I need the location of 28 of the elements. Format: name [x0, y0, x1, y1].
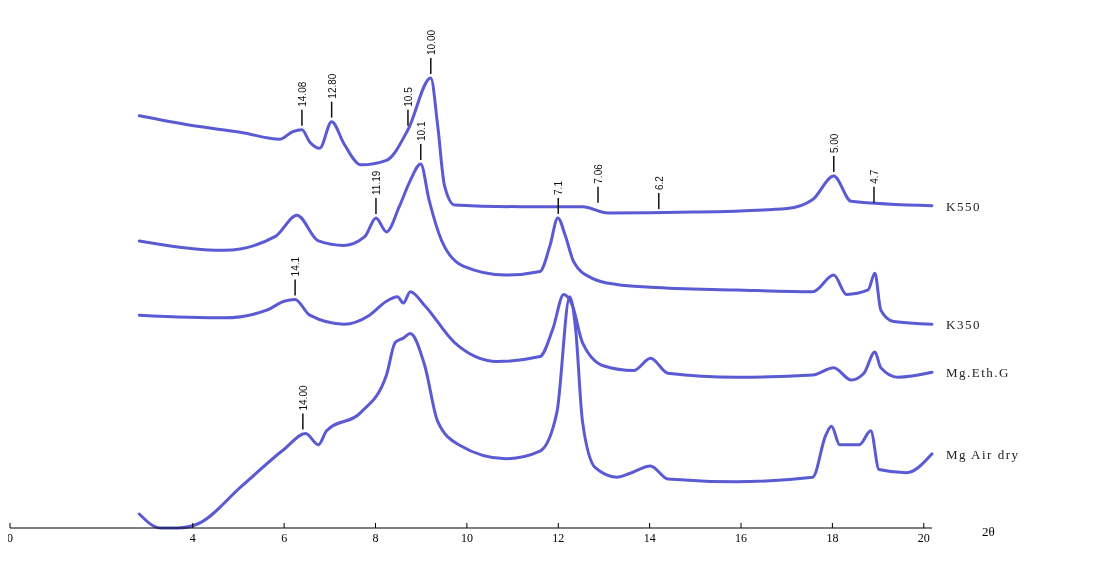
- annotation: 7.06: [593, 163, 605, 184]
- x-tick-label: 6: [281, 531, 288, 545]
- annotation: 10.1: [415, 121, 427, 141]
- x-tick-label: 20: [917, 531, 930, 545]
- x-tick-label: 4: [189, 531, 196, 545]
- x-tick-label: 0: [7, 531, 13, 545]
- x-axis-title: 2θ: [982, 524, 995, 539]
- x-tick-label: 16: [735, 531, 748, 545]
- annotation: 6.2: [653, 175, 665, 190]
- series-label: K550: [946, 198, 981, 214]
- annotation: 4.7: [868, 169, 880, 184]
- series-label: Mg.Eth.G: [946, 365, 1010, 381]
- annotation: 12.80: [326, 73, 338, 99]
- x-tick-label: 10: [460, 531, 473, 545]
- annotation: 10.5: [402, 86, 414, 107]
- annotation: 11.19: [370, 170, 382, 195]
- x-tick-label: 14: [643, 531, 656, 545]
- annotation: 14.08: [296, 81, 308, 107]
- x-tick-label: 8: [372, 531, 379, 545]
- annotation: 14.1: [290, 256, 302, 277]
- x-tick-label: 12: [552, 531, 565, 545]
- annotation: 14.00: [297, 385, 309, 411]
- series-label: Mg Air dry: [946, 446, 1020, 462]
- series-label: K350: [946, 317, 981, 333]
- annotation: 5.00: [828, 133, 840, 154]
- x-tick-label: 18: [826, 531, 839, 545]
- annotation: 10.00: [425, 29, 437, 55]
- annotation: 7.1: [553, 180, 565, 195]
